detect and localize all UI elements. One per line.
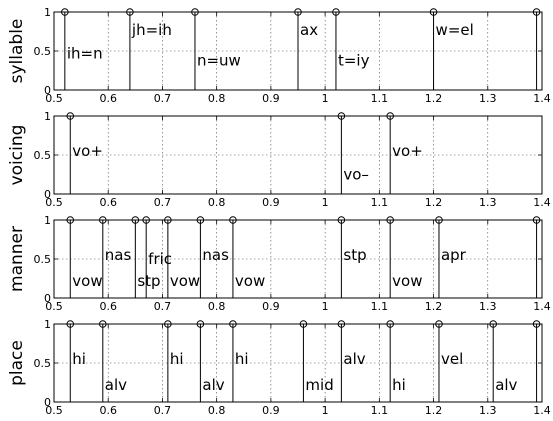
segment-label: jh=ih <box>131 21 172 39</box>
y-tick-label: 0 <box>44 188 51 201</box>
y-tick-label: 0.5 <box>34 149 52 162</box>
x-tick-label: 0.9 <box>262 92 280 105</box>
x-tick-label: 0.6 <box>99 404 117 417</box>
x-tick-label: 1 <box>322 404 329 417</box>
x-tick-label: 1.3 <box>479 92 497 105</box>
segment-label: nas <box>202 246 229 264</box>
segment-label: nas <box>105 246 132 264</box>
x-tick-label: 1.2 <box>425 404 443 417</box>
segment-label: apr <box>441 246 467 264</box>
segment-label: hi <box>170 350 184 368</box>
x-tick-label: 1.1 <box>371 404 389 417</box>
x-tick-label: 0.7 <box>154 404 172 417</box>
x-tick-label: 1 <box>322 196 329 209</box>
x-tick-label: 0.5 <box>45 196 63 209</box>
x-tick-label: 0.8 <box>208 196 226 209</box>
y-axis-label: syllable <box>7 19 27 84</box>
segment-label: hi <box>392 376 406 394</box>
x-tick-label: 1 <box>322 92 329 105</box>
x-tick-label: 1.2 <box>425 196 443 209</box>
x-tick-label: 1.3 <box>479 404 497 417</box>
y-tick-label: 0.5 <box>34 253 52 266</box>
x-tick-label: 1.4 <box>533 196 551 209</box>
x-tick-label: 0.6 <box>99 196 117 209</box>
segment-label: vel <box>441 350 463 368</box>
segment-label: hi <box>235 350 249 368</box>
segment-label: alv <box>105 376 127 394</box>
y-tick-label: 1 <box>44 318 51 331</box>
segment-label: vo+ <box>392 142 423 160</box>
segment-label: n=uw <box>197 51 241 69</box>
panel-voicing: 0.5 0.6 0.7 0.8 0.9 1 1.1 1.2 1.3 1.400.51voicing… <box>7 110 551 209</box>
x-tick-label: 0.6 <box>99 300 117 313</box>
x-tick-label: 0.7 <box>154 196 172 209</box>
x-tick-label: 1.1 <box>371 92 389 105</box>
segment-label: alv <box>202 376 224 394</box>
segment-label: t=iy <box>338 51 370 69</box>
x-tick-label: 0.9 <box>262 196 280 209</box>
y-tick-label: 1 <box>44 110 51 123</box>
x-tick-label: 0.5 <box>45 300 63 313</box>
segment-label: vow <box>170 272 200 290</box>
x-tick-label: 1.1 <box>371 300 389 313</box>
segment-label: vow <box>392 272 422 290</box>
y-axis-label: manner <box>7 226 27 292</box>
x-tick-label: 0.9 <box>262 404 280 417</box>
segment-label: ax <box>300 21 318 39</box>
x-tick-label: 1.4 <box>533 404 551 417</box>
segment-label: alv <box>343 350 365 368</box>
segment-label: vow <box>72 272 102 290</box>
y-tick-label: 0 <box>44 396 51 409</box>
x-tick-label: 1.1 <box>371 196 389 209</box>
segment-label: alv <box>495 376 517 394</box>
x-tick-label: 0.8 <box>208 300 226 313</box>
x-tick-label: 0.7 <box>154 300 172 313</box>
y-axis-label: voicing <box>7 125 27 186</box>
x-tick-label: 1.3 <box>479 196 497 209</box>
y-tick-label: 0.5 <box>34 357 52 370</box>
x-tick-label: 0.5 <box>45 404 63 417</box>
segment-label: w=el <box>436 21 474 39</box>
segment-label: hi <box>72 350 86 368</box>
segment-label: fric <box>148 250 172 268</box>
panel-syllable: 0.5 0.6 0.7 0.8 0.9 1 1.1 1.2 1.3 1.400.51syllabl… <box>7 6 551 105</box>
x-tick-label: 1.3 <box>479 300 497 313</box>
x-tick-label: 1.2 <box>425 92 443 105</box>
y-axis-label: place <box>7 340 27 386</box>
x-tick-label: 1.2 <box>425 300 443 313</box>
segment-label: vo– <box>343 166 369 184</box>
y-tick-label: 0 <box>44 84 51 97</box>
segment-label: vow <box>235 272 265 290</box>
x-tick-label: 0.8 <box>208 92 226 105</box>
y-tick-label: 0.5 <box>34 45 52 58</box>
x-tick-label: 0.5 <box>45 92 63 105</box>
segment-label: stp <box>343 246 366 264</box>
x-tick-label: 1.4 <box>533 300 551 313</box>
x-tick-label: 0.9 <box>262 300 280 313</box>
segment-label: mid <box>305 376 333 394</box>
y-tick-label: 1 <box>44 6 51 19</box>
x-tick-label: 1.4 <box>533 92 551 105</box>
x-tick-label: 0.6 <box>99 92 117 105</box>
x-tick-label: 1 <box>322 300 329 313</box>
segment-label: vo+ <box>72 142 103 160</box>
segment-label: ih=n <box>67 44 103 62</box>
x-tick-label: 0.7 <box>154 92 172 105</box>
x-tick-label: 0.8 <box>208 404 226 417</box>
segment-label: stp <box>137 272 160 290</box>
y-tick-label: 0 <box>44 292 51 305</box>
y-tick-label: 1 <box>44 214 51 227</box>
